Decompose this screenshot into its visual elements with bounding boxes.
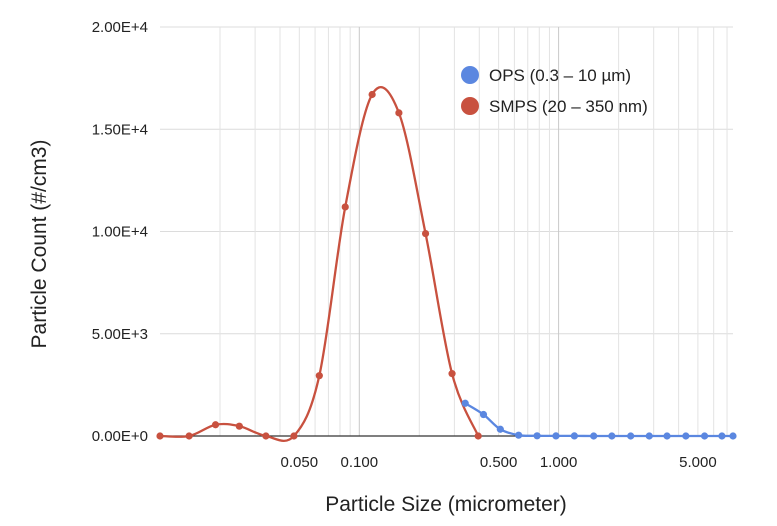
ops-data-point [700,432,709,440]
ops-data-point [479,410,488,419]
x-tick-label: 0.050 [281,454,319,471]
y-tick-label: 0.00E+0 [92,428,148,445]
ops-data-point [682,432,690,440]
legend-label-smps: SMPS (20 – 350 nm) [489,97,648,116]
legend-marker-ops [461,66,479,84]
y-tick-label: 5.00E+3 [92,326,148,343]
x-tick-label: 5.000 [679,454,717,471]
smps-data-point [368,90,376,99]
smps-data-point [421,229,430,238]
ops-data-point [590,432,598,440]
x-tick-label: 0.100 [341,454,379,471]
ops-data-point [608,432,616,440]
legend: OPS (0.3 – 10 µm) SMPS (20 – 350 nm) [461,66,648,116]
ops-data-point [718,432,726,440]
smps-data-point [235,422,243,430]
y-tick-label: 1.00E+4 [92,224,148,241]
ops-data-point [729,432,737,440]
ops-data-point [461,399,469,407]
ops-data-point [552,432,560,440]
smps-data-point [448,370,456,378]
smps-data-point [395,109,403,117]
smps-data-point [262,432,270,440]
x-tick-label: 1.000 [540,454,578,471]
smps-data-point [211,421,220,429]
y-tick-label: 2.00E+4 [92,19,148,36]
ops-data-point [533,432,541,440]
ops-data-point [627,432,635,440]
ops-data-point [663,432,671,440]
ops-data-point [496,425,504,433]
series-lines [156,86,737,442]
smps-series-line [159,86,480,442]
legend-label-ops: OPS (0.3 – 10 µm) [489,66,631,85]
y-tick-label: 1.50E+4 [92,121,148,138]
smps-data-point [315,372,323,380]
smps-data-point [290,432,298,440]
ops-data-point [570,432,578,440]
smps-data-point [341,203,349,211]
smps-data-point [156,432,164,440]
x-tick-label: 0.500 [480,454,518,471]
ops-data-point [515,431,523,439]
ops-data-point [645,432,653,440]
gridlines [160,26,733,437]
legend-marker-smps [461,97,479,115]
tick-labels: 0.00E+0 5.00E+3 1.00E+4 1.50E+4 2.00E+4 0.050… [92,19,717,471]
ops-series-line [464,402,733,438]
smps-data-point [474,432,482,440]
smps-data-point [185,432,193,440]
y-axis-title: Particle Count (#/cm3) [28,140,51,349]
x-axis-title: Particle Size (micrometer) [325,493,567,516]
